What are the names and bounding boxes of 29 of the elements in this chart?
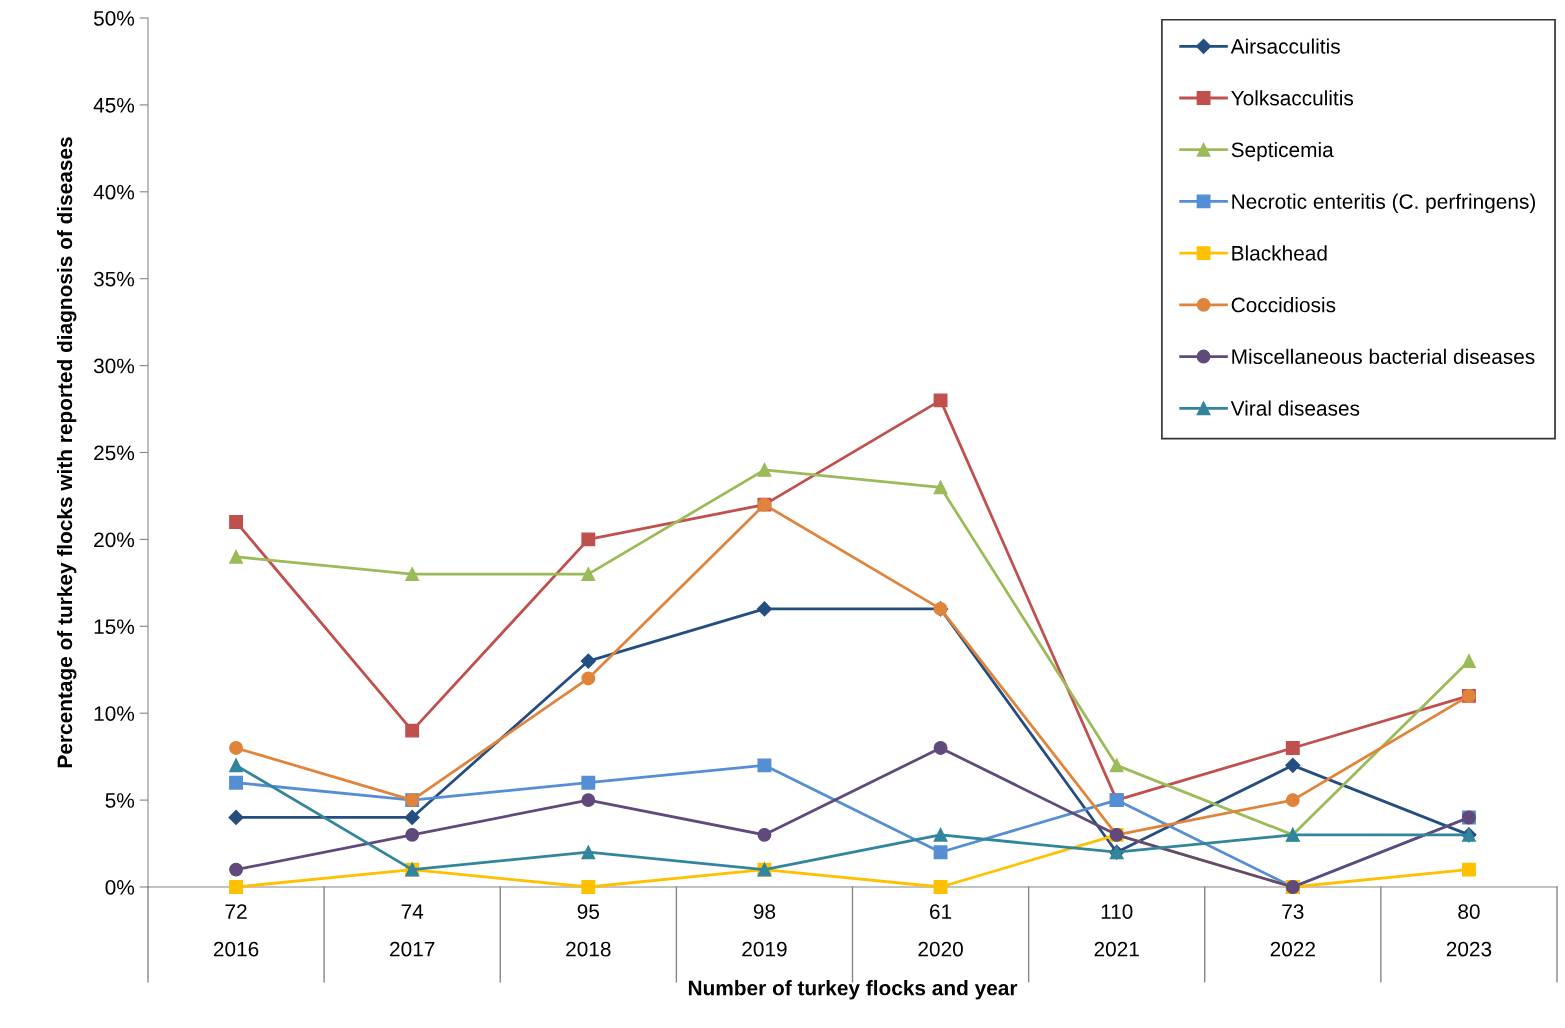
y-tick-label: 30% — [93, 358, 135, 374]
x-axis-title: Number of turkey flocks and year — [688, 980, 1018, 1000]
y-tick-label: 45% — [93, 97, 135, 113]
x-tick-label: 80 2023 — [1446, 904, 1492, 957]
x-tick-label: 98 2019 — [742, 904, 787, 957]
legend-label: Miscellaneous bacterial diseases — [1232, 348, 1535, 365]
y-tick-label: 40% — [93, 184, 135, 200]
x-tick-label: 73 2022 — [1270, 904, 1315, 957]
legend-label: Viral diseases — [1230, 400, 1360, 416]
legend-label: Coccidiosis — [1231, 297, 1336, 313]
x-tick-label: 74 2017 — [390, 904, 435, 957]
legend-label: Necrotic enteritis (C. perfringens) — [1232, 193, 1536, 214]
x-tick-label: 61 2020 — [918, 904, 963, 957]
x-tick-label: 95 2018 — [566, 904, 611, 957]
y-tick-label: 25% — [94, 445, 135, 461]
legend-label: Septicemia — [1231, 141, 1334, 162]
x-tick-label: 72 2016 — [213, 904, 259, 957]
x-tick-label: 110 2021 — [1094, 904, 1139, 957]
legend-label: Blackhead — [1232, 245, 1327, 261]
y-tick-label: 5% — [105, 793, 135, 808]
y-tick-label: 35% — [93, 271, 135, 287]
y-tick-label: 15% — [94, 619, 135, 635]
y-tick-label: 50% — [93, 11, 135, 26]
legend-label: Yolksacculitis — [1231, 90, 1354, 106]
legend-label: Airsacculitis — [1230, 38, 1340, 54]
y-tick-label: 0% — [105, 880, 135, 895]
y-tick-label: 10% — [94, 706, 135, 721]
y-tick-label: 20% — [94, 532, 135, 548]
y-axis-title: Percentage of turkey flocks with reported diagnosis of diseases — [56, 137, 77, 768]
